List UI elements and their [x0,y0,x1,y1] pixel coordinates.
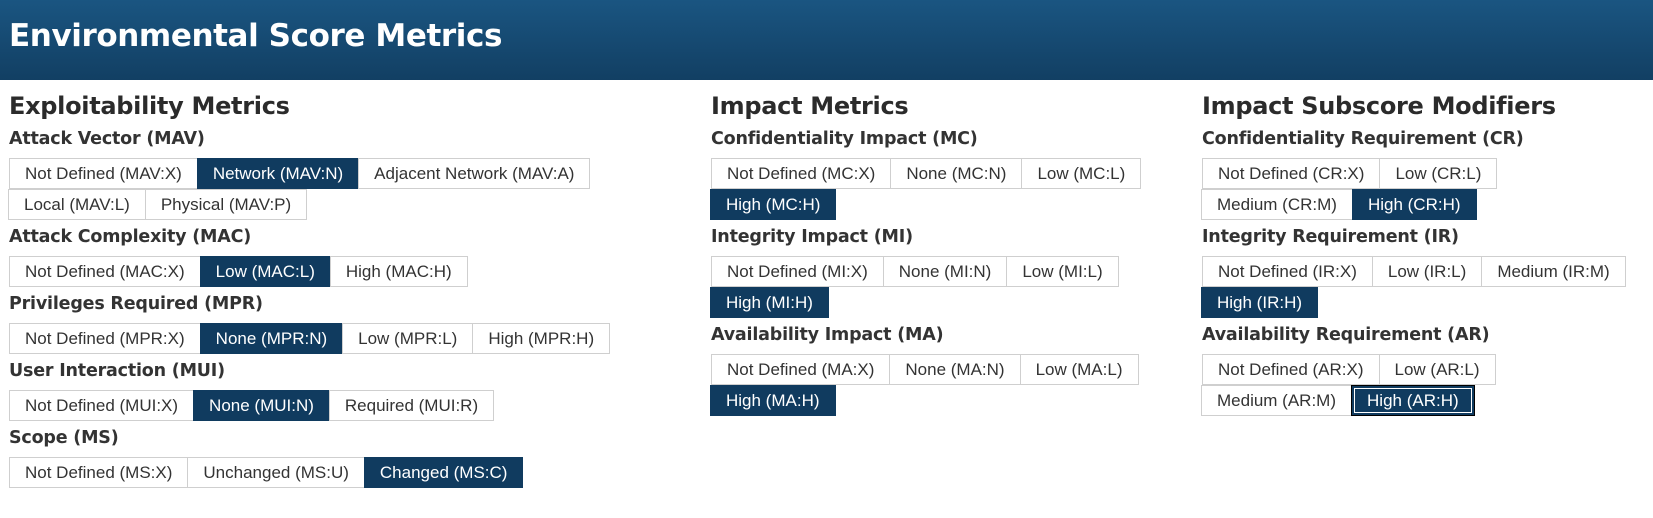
option-button-high-ma-h[interactable]: High (MA:H) [710,385,836,416]
option-button-changed-ms-c[interactable]: Changed (MS:C) [363,457,524,488]
option-button-adjacent-network-mav-a[interactable]: Adjacent Network (MAV:A) [358,158,591,189]
metric-label-attack-complexity-mac: Attack Complexity (MAC) [9,227,252,247]
option-group-availability-requirement-ar: Not Defined (AR:X) Low (AR:L) Medium (AR:M… [1201,354,1642,416]
exploitability-section: Exploitability Metrics Attack Vector (MA… [8,84,669,494]
option-button-not-defined-cr-x[interactable]: Not Defined (CR:X) [1202,158,1381,189]
option-button-local-mav-l[interactable]: Local (MAV:L) [8,189,146,220]
option-button-high-ar-h[interactable]: High (AR:H) [1351,385,1475,416]
option-button-low-ar-l[interactable]: Low (AR:L) [1378,354,1496,385]
option-group-confidentiality-requirement-cr: Not Defined (CR:X) Low (CR:L) Medium (CR:M… [1201,158,1642,220]
option-group-integrity-impact-mi: Not Defined (MI:X) None (MI:N) Low (MI:L) H… [710,256,1181,318]
option-button-not-defined-mpr-x[interactable]: Not Defined (MPR:X) [9,323,201,354]
option-group-attack-vector-mav: Not Defined (MAV:X) Network (MAV:N) Adjace… [8,158,669,220]
impact-section: Impact Metrics Confidentiality Impact (M… [710,84,1181,422]
metric-label-attack-vector-mav: Attack Vector (MAV) [9,129,205,149]
metric-label-scope-ms: Scope (MS) [9,428,119,448]
option-button-low-mac-l[interactable]: Low (MAC:L) [199,256,331,287]
option-group-availability-impact-ma: Not Defined (MA:X) None (MA:N) Low (MA:L) H… [710,354,1181,416]
option-button-medium-ar-m[interactable]: Medium (AR:M) [1201,385,1353,416]
option-button-not-defined-mc-x[interactable]: Not Defined (MC:X) [711,158,892,189]
option-button-not-defined-ms-x[interactable]: Not Defined (MS:X) [9,457,189,488]
option-button-not-defined-ar-x[interactable]: Not Defined (AR:X) [1202,354,1380,385]
page-title: Environmental Score Metrics [9,18,503,54]
option-group-attack-complexity-mac: Not Defined (MAC:X) Low (MAC:L) High (MAC:… [9,256,669,287]
modifiers-section: Impact Subscore Modifiers Confidentialit… [1201,84,1642,422]
option-button-high-ir-h[interactable]: High (IR:H) [1201,287,1319,318]
option-button-not-defined-ma-x[interactable]: Not Defined (MA:X) [711,354,891,385]
metric-label-integrity-requirement-ir: Integrity Requirement (IR) [1202,227,1459,247]
metric-label-availability-requirement-ar: Availability Requirement (AR) [1202,325,1490,345]
option-group-confidentiality-impact-mc: Not Defined (MC:X) None (MC:N) Low (MC:L) H… [710,158,1181,220]
section-title: Impact Subscore Modifiers [1202,92,1556,120]
option-button-low-mi-l[interactable]: Low (MI:L) [1006,256,1119,287]
option-button-unchanged-ms-u[interactable]: Unchanged (MS:U) [187,457,365,488]
option-button-required-mui-r[interactable]: Required (MUI:R) [328,390,495,421]
section-title: Exploitability Metrics [9,92,290,120]
metric-label-user-interaction-mui: User Interaction (MUI) [9,361,225,381]
option-button-low-ma-l[interactable]: Low (MA:L) [1019,354,1139,385]
option-button-physical-mav-p[interactable]: Physical (MAV:P) [144,189,308,220]
option-button-none-mpr-n[interactable]: None (MPR:N) [199,323,344,354]
metric-label-confidentiality-requirement-cr: Confidentiality Requirement (CR) [1202,129,1524,149]
option-button-none-ma-n[interactable]: None (MA:N) [889,354,1021,385]
option-button-high-mc-h[interactable]: High (MC:H) [710,189,837,220]
option-button-none-mc-n[interactable]: None (MC:N) [890,158,1023,189]
metric-label-confidentiality-impact-mc: Confidentiality Impact (MC) [711,129,978,149]
option-button-medium-ir-m[interactable]: Medium (IR:M) [1481,256,1626,287]
metric-label-privileges-required-mpr: Privileges Required (MPR) [9,294,263,314]
metric-label-integrity-impact-mi: Integrity Impact (MI) [711,227,913,247]
option-button-high-cr-h[interactable]: High (CR:H) [1351,189,1477,220]
option-group-integrity-requirement-ir: Not Defined (IR:X) Low (IR:L) Medium (IR:M… [1201,256,1642,318]
option-button-none-mi-n[interactable]: None (MI:N) [882,256,1008,287]
section-title: Impact Metrics [711,92,909,120]
option-button-low-cr-l[interactable]: Low (CR:L) [1379,158,1498,189]
option-group-user-interaction-mui: Not Defined (MUI:X) None (MUI:N) Required … [9,390,669,421]
option-button-none-mui-n[interactable]: None (MUI:N) [193,390,330,421]
metric-label-availability-impact-ma: Availability Impact (MA) [711,325,944,345]
option-group-scope-ms: Not Defined (MS:X) Unchanged (MS:U) Change… [9,457,669,488]
header-banner: Environmental Score Metrics [0,0,1653,80]
option-button-high-mac-h[interactable]: High (MAC:H) [329,256,468,287]
option-button-not-defined-ir-x[interactable]: Not Defined (IR:X) [1202,256,1373,287]
option-button-medium-cr-m[interactable]: Medium (CR:M) [1201,189,1353,220]
option-button-not-defined-mui-x[interactable]: Not Defined (MUI:X) [9,390,195,421]
option-button-not-defined-mav-x[interactable]: Not Defined (MAV:X) [9,158,198,189]
option-button-low-ir-l[interactable]: Low (IR:L) [1371,256,1483,287]
option-button-not-defined-mi-x[interactable]: Not Defined (MI:X) [711,256,884,287]
option-button-network-mav-n[interactable]: Network (MAV:N) [196,158,360,189]
option-button-not-defined-mac-x[interactable]: Not Defined (MAC:X) [9,256,201,287]
option-button-high-mpr-h[interactable]: High (MPR:H) [472,323,611,354]
option-button-high-mi-h[interactable]: High (MI:H) [710,287,829,318]
option-button-low-mpr-l[interactable]: Low (MPR:L) [342,323,474,354]
option-button-low-mc-l[interactable]: Low (MC:L) [1021,158,1142,189]
option-group-privileges-required-mpr: Not Defined (MPR:X) None (MPR:N) Low (MPR:… [9,323,669,354]
